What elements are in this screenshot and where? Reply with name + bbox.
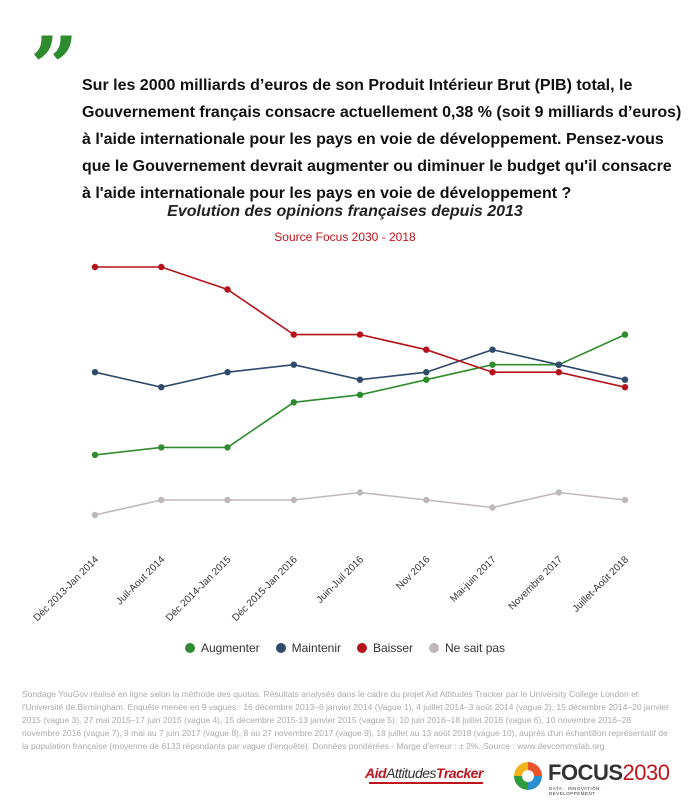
data-point [290,399,297,406]
methodology-footnote: Sondage YouGov réalisé en ligne selon la… [22,689,669,751]
data-point [91,451,99,459]
series-augmenter [91,331,629,459]
data-point [158,384,165,391]
data-point [356,376,364,383]
focus-year: 2030 [622,760,670,785]
data-point [489,346,496,353]
data-point [621,496,629,504]
data-point [555,489,562,496]
data-point [224,444,231,451]
series-line [94,491,626,516]
data-point [423,346,430,353]
legend-item: Baisser [357,641,413,655]
series-baisser [91,263,629,391]
focus-tagline: DATA · INNOVATION · DÉVELOPPEMENT [549,786,604,796]
data-point [423,376,430,383]
legend-item: Augmenter [184,641,260,655]
data-point [91,369,99,376]
legend-label: Augmenter [200,641,260,655]
data-point [290,496,297,504]
data-point [423,369,430,376]
series-maintenir [91,346,629,391]
legend-label: Ne sait pas [445,641,506,655]
x-tick-label: Juillet-Août 2018 [571,554,632,615]
data-point [555,361,562,368]
data-point [489,369,496,376]
data-point [290,361,297,368]
data-point [489,504,496,511]
legend-dot [429,643,440,653]
logo-aid-suffix: Tracker [436,765,483,781]
legend-item: Maintenir [275,641,341,655]
focus2030-logo: FOCUS2030 DATA · INNOVATION · DÉVELOPPEM… [512,758,670,798]
x-tick-label: Déc 2013-Jan 2014 [32,554,102,624]
x-tick-label: Mai-juin 2017 [448,554,499,605]
focus-word: FOCUS [548,760,623,785]
data-point [290,331,297,338]
data-point [158,496,165,504]
legend-label: Maintenir [291,641,341,655]
data-point [224,496,231,504]
data-point [91,511,99,519]
data-point [356,489,364,496]
data-point [423,496,430,504]
x-tick-label: Juil-Aout 2014 [114,554,167,607]
chart-subtitle: Source Focus 2030 - 2018 [274,230,416,244]
data-point [621,331,629,338]
data-point [555,369,562,376]
logo-aid-middle: Attitudes [386,765,437,781]
chart-legend: Augmenter Maintenir Baisser Ne sait pas [0,641,690,655]
data-point [158,263,165,271]
focus-emblem-icon [514,762,542,790]
x-tick-label: Novembre 2017 [507,554,565,612]
data-point [621,376,629,383]
x-tick-label: Déc 2015-Jan 2016 [230,554,300,624]
data-point [621,384,629,391]
aid-attitudes-tracker-logo: AidAttitudesTracker [365,765,483,784]
survey-question: Sur les 2000 milliards d’euros de son Pr… [82,77,682,202]
data-point [489,361,496,368]
data-point [224,286,231,293]
series-ne-sait-pas [91,489,629,519]
x-tick-label: Déc 2014-Jan 2015 [164,554,234,624]
legend-item: Ne sait pas [429,641,505,655]
series-line [95,266,626,388]
legend-dot [275,643,286,653]
data-point [224,369,231,376]
legend-label: Baisser [373,641,414,655]
logo-aid-prefix: Aid [365,765,387,781]
logo-underline [369,782,483,784]
data-point [356,391,364,398]
data-point [158,444,165,451]
x-tick-label: Juin-Juil 2016 [315,554,367,606]
legend-dot [357,643,367,653]
x-tick-label: Nov 2016 [394,554,432,592]
legend-dot [184,643,195,653]
data-point [356,331,364,338]
chart-title: Evolution des opinions françaises depuis… [167,203,523,220]
data-point [91,263,99,271]
